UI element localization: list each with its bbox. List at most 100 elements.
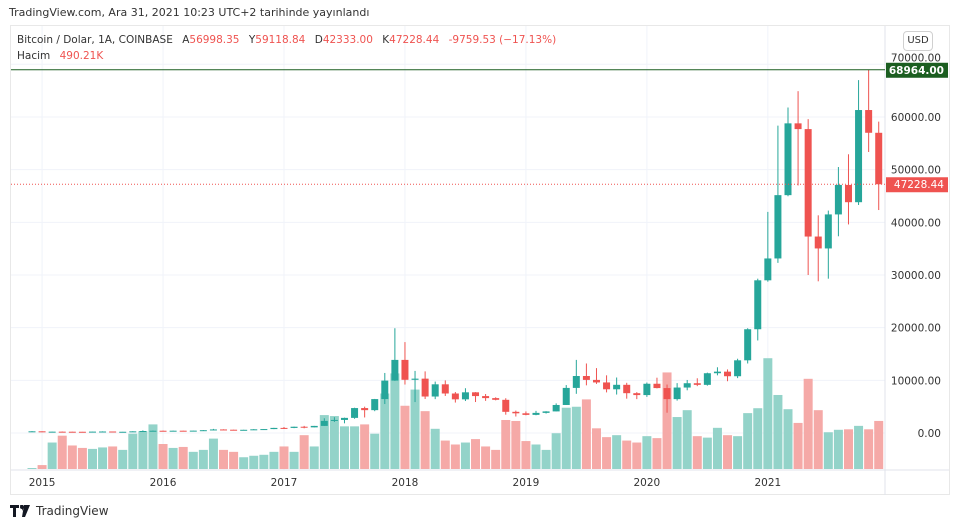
- candle-body: [673, 387, 681, 400]
- candle-body: [78, 431, 86, 433]
- volume-bar: [471, 439, 481, 469]
- published-caption: TradingView.com, Ara 31, 2021 10:23 UTC+…: [9, 6, 370, 19]
- candle-body: [734, 360, 742, 377]
- volume-bar: [632, 442, 642, 469]
- candle-body: [613, 384, 621, 390]
- volume-bar: [67, 445, 77, 469]
- currency-button[interactable]: USD: [903, 31, 933, 51]
- candle-body: [834, 184, 842, 215]
- volume-bar: [491, 449, 501, 469]
- close-label: K: [382, 34, 390, 46]
- open-value: 56998.35: [189, 34, 240, 46]
- volume-bar: [239, 457, 249, 469]
- symbol-name[interactable]: Bitcoin / Dolar, 1A, COINBASE: [17, 34, 173, 46]
- candle-body: [411, 378, 419, 380]
- change-value: -9759.53 (−17.13%): [448, 34, 557, 46]
- volume-bar: [682, 410, 692, 469]
- time-tick-label: 2020: [634, 477, 661, 489]
- volume-bar: [148, 424, 158, 469]
- candle-body: [744, 329, 752, 361]
- volume-bar: [249, 455, 259, 469]
- candle-body: [855, 110, 863, 203]
- volume-bar: [521, 441, 531, 469]
- low-label: D: [314, 34, 323, 46]
- candle-body: [552, 404, 560, 412]
- chart-legend: Bitcoin / Dolar, 1A, COINBASE A56998.35 …: [17, 32, 556, 64]
- candle-body: [814, 236, 822, 249]
- candle-body: [441, 384, 449, 394]
- volume-bar: [339, 426, 349, 469]
- volume-bar: [188, 451, 198, 469]
- volume-bar: [420, 411, 430, 469]
- candle-body: [774, 195, 782, 259]
- candle-body: [693, 383, 701, 385]
- volume-bar: [77, 447, 87, 469]
- volume-bar: [138, 431, 148, 469]
- candle-body: [391, 359, 399, 381]
- candle-body: [461, 392, 469, 400]
- footer-brand-label: TradingView: [36, 504, 109, 518]
- candle-body: [713, 371, 721, 374]
- volume-bar: [57, 435, 67, 469]
- candle-body: [502, 399, 510, 412]
- volume-bar: [793, 422, 803, 469]
- candle-body: [169, 430, 177, 432]
- volume-bar: [763, 358, 773, 469]
- candle-body: [230, 429, 238, 431]
- volume-bar: [178, 446, 188, 469]
- candles: [28, 69, 883, 433]
- price-axis[interactable]: 0.00 10000.00 20000.00 30000.00 40000.00 5000…: [891, 52, 941, 440]
- candle-body: [280, 427, 288, 429]
- price-tick-label: 30000.00: [891, 270, 941, 282]
- candle-body: [290, 426, 298, 428]
- candle-body: [99, 431, 107, 433]
- candle-body: [330, 419, 338, 421]
- candle-body: [653, 383, 661, 389]
- tradingview-logo-icon: [10, 505, 30, 517]
- candle-body: [532, 412, 540, 415]
- footer-brand[interactable]: TradingView: [10, 504, 109, 518]
- volume-bar: [591, 428, 601, 469]
- candle-body: [68, 431, 76, 433]
- open-label: A: [182, 34, 190, 46]
- reference-lines: 68964.00 47228.44: [11, 62, 948, 193]
- volume-bar: [743, 413, 753, 469]
- volume-bar: [813, 410, 823, 469]
- volume-bar: [531, 444, 541, 469]
- candle-body: [683, 383, 691, 388]
- candle-body: [381, 380, 389, 400]
- high-price-label-bg: [886, 62, 948, 78]
- time-axis[interactable]: 2015 2016 2017 2018 2019 2020 2021: [29, 477, 781, 489]
- volume-bar: [712, 427, 722, 469]
- price-tick-label: 10000.00: [891, 375, 941, 387]
- time-tick-label: 2021: [754, 477, 781, 489]
- candle-body: [310, 425, 318, 428]
- volume-bar: [481, 446, 491, 469]
- candle-body: [482, 396, 490, 399]
- volume-bar: [198, 449, 208, 469]
- candle-body: [139, 431, 147, 433]
- volume-label[interactable]: Hacim: [17, 50, 51, 62]
- volume-bar: [460, 442, 470, 469]
- last-price-label: 47228.44: [894, 179, 944, 191]
- candle-body: [764, 258, 772, 281]
- candle-body: [199, 430, 207, 432]
- candle-body: [58, 431, 66, 433]
- volume-bar: [874, 420, 884, 469]
- price-tick-label: 40000.00: [891, 217, 941, 229]
- volume-bar: [430, 428, 440, 469]
- volume-bar: [118, 449, 128, 469]
- candle-body: [603, 382, 611, 390]
- candle-body: [542, 411, 550, 413]
- candle-body: [270, 427, 278, 430]
- volume-bar: [783, 409, 793, 469]
- volume-bar: [108, 446, 118, 469]
- volume-bar: [773, 394, 783, 469]
- volume-value: 490.21K: [59, 50, 104, 62]
- price-tick-label: 0.00: [918, 428, 941, 440]
- volume-bar: [370, 433, 380, 469]
- candle-body: [149, 430, 157, 432]
- volume-bar: [410, 389, 420, 469]
- volume-bar: [229, 451, 239, 469]
